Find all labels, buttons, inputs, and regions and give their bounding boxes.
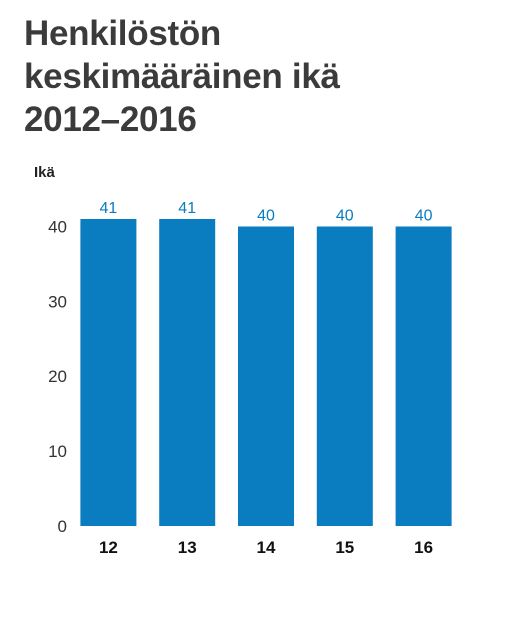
- data-label: 41: [178, 200, 196, 217]
- y-tick-label: 20: [48, 367, 67, 386]
- chart-title-line-1: Henkilöstön: [24, 14, 221, 53]
- y-tick-label: 30: [48, 292, 67, 311]
- data-label: 41: [100, 200, 118, 217]
- x-tick-label: 13: [178, 538, 197, 557]
- bar: [238, 226, 294, 526]
- x-tick-label: 15: [335, 538, 354, 557]
- chart-title-line-3: 2012–2016: [24, 100, 197, 139]
- y-tick-label: 0: [58, 517, 67, 536]
- data-label: 40: [257, 207, 275, 224]
- bar: [316, 226, 373, 526]
- x-tick-label: 12: [99, 538, 118, 557]
- y-axis-ticks: 0 10 20 30 40: [48, 217, 67, 536]
- y-tick-label: 10: [48, 442, 67, 461]
- data-label: 40: [415, 207, 433, 224]
- data-labels: 41 41 40 40 40: [100, 200, 433, 224]
- x-tick-label: 16: [414, 538, 433, 557]
- bars: [80, 219, 452, 526]
- x-axis-ticks: 12 13 14 15 16: [99, 538, 433, 557]
- bar: [80, 219, 137, 526]
- bar: [395, 226, 452, 526]
- bar: [159, 219, 216, 526]
- y-tick-label: 40: [48, 217, 67, 236]
- x-tick-label: 14: [257, 538, 276, 557]
- chart-title: Henkilöstön keskimääräinen ikä 2012–2016: [24, 12, 340, 141]
- chart-title-line-2: keskimääräinen ikä: [24, 57, 340, 96]
- y-axis-label: Ikä: [34, 164, 56, 181]
- data-label: 40: [336, 207, 354, 224]
